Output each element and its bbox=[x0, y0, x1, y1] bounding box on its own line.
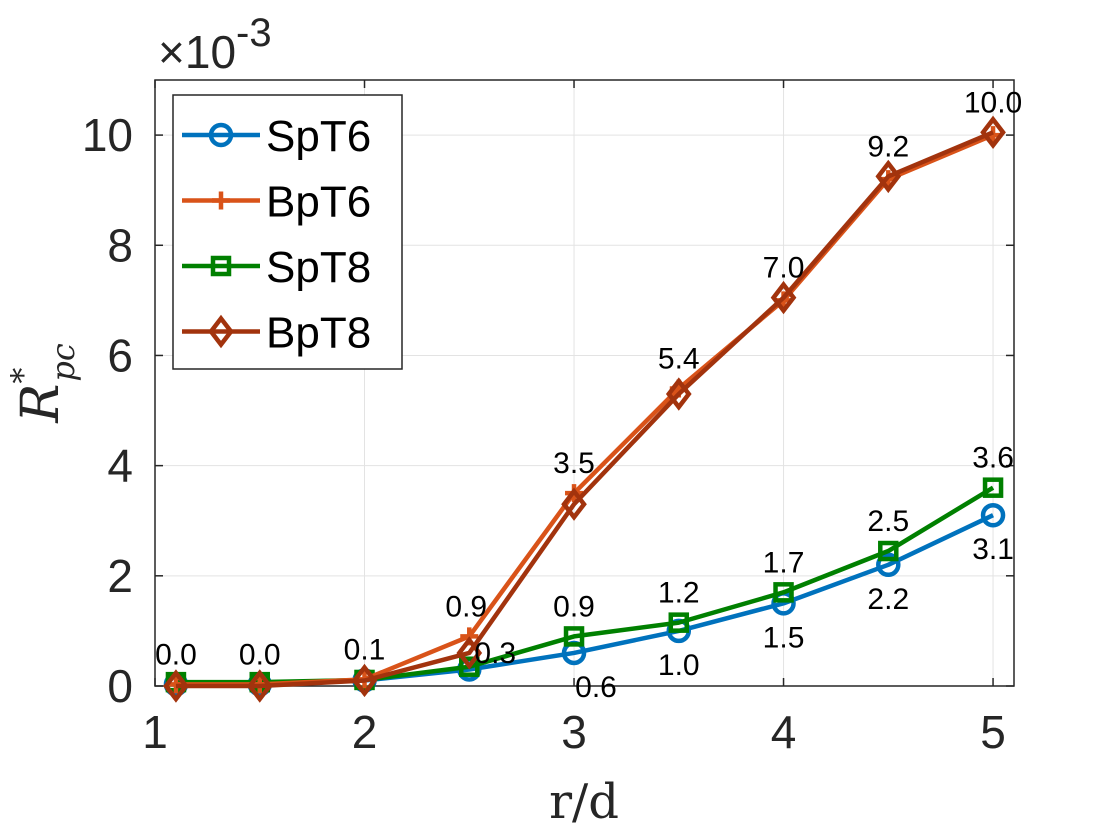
y-multiplier-exponent: -3 bbox=[236, 11, 272, 55]
data-label: 0.1 bbox=[344, 633, 386, 666]
data-label: 1.7 bbox=[763, 546, 805, 579]
legend-item-SpT8: SpT8 bbox=[182, 243, 371, 292]
y-tick-label: 2 bbox=[107, 550, 133, 602]
series-point-SpT6 bbox=[876, 552, 901, 578]
legend-label: BpT6 bbox=[266, 178, 371, 227]
data-label: 3.6 bbox=[972, 442, 1014, 475]
legend-marker bbox=[208, 314, 234, 349]
x-tick-label: 5 bbox=[980, 706, 1006, 758]
series-point-BpT8 bbox=[770, 280, 797, 315]
legend-item-BpT6: BpT6 bbox=[182, 178, 371, 227]
series-point-SpT8 bbox=[773, 582, 794, 603]
series-BpT8 bbox=[163, 115, 1006, 703]
svg-text:R*pc: R*pc bbox=[4, 343, 82, 424]
y-tick-label: 8 bbox=[107, 219, 133, 271]
y-axis-title-main: R bbox=[11, 384, 71, 424]
series-point-BpT8 bbox=[351, 663, 378, 698]
data-label: 0.9 bbox=[445, 590, 487, 623]
series-point-BpT8 bbox=[980, 115, 1006, 150]
data-label: 3.5 bbox=[553, 447, 595, 480]
x-tick-label: 1 bbox=[142, 706, 168, 758]
data-label: 2.5 bbox=[867, 505, 909, 538]
series-point-SpT8 bbox=[459, 656, 480, 677]
x-tick-label: 2 bbox=[352, 706, 378, 758]
data-label: 1.5 bbox=[763, 621, 805, 654]
series-point-SpT8 bbox=[668, 612, 690, 633]
y-tick-label: 10 bbox=[82, 109, 133, 161]
data-label: 2.2 bbox=[867, 583, 909, 616]
data-label: 0.6 bbox=[575, 671, 617, 704]
series-point-BpT8 bbox=[163, 669, 189, 703]
legend: SpT6 BpT6 SpT8 BpT8 bbox=[172, 94, 403, 370]
data-label: 3.1 bbox=[972, 533, 1014, 566]
legend-item-SpT6: SpT6 bbox=[182, 112, 371, 161]
data-label: 9.2 bbox=[867, 130, 909, 163]
data-label: 0.9 bbox=[553, 590, 595, 623]
series-point-BpT8 bbox=[456, 636, 483, 670]
y-tick-label: 0 bbox=[107, 660, 133, 712]
y-axis-title: R*pc bbox=[4, 343, 82, 424]
series-point-BpT8 bbox=[246, 669, 273, 703]
y-axis-title-sub: pc bbox=[44, 343, 82, 381]
data-label: 10.0 bbox=[964, 86, 1022, 119]
y-multiplier-base: ×10 bbox=[158, 26, 236, 78]
series-point-SpT8 bbox=[878, 540, 899, 562]
legend-label: SpT6 bbox=[266, 112, 371, 161]
x-axis-title: r/d bbox=[549, 774, 619, 830]
data-label: 5.4 bbox=[658, 343, 700, 376]
x-tick-label: 3 bbox=[561, 706, 587, 758]
series-point-SpT6 bbox=[980, 502, 1006, 528]
data-label: 0.0 bbox=[239, 638, 281, 671]
y-tick-label: 6 bbox=[107, 329, 133, 381]
series-point-SpT8 bbox=[563, 626, 585, 647]
data-label: 1.2 bbox=[658, 577, 700, 610]
legend-marker bbox=[208, 122, 234, 148]
plot-area-frame bbox=[154, 79, 1015, 687]
series-point-BpT8 bbox=[561, 487, 587, 521]
data-label: 7.0 bbox=[763, 252, 805, 285]
series-line-BpT8 bbox=[175, 130, 994, 689]
y-multiplier: ×10-3 bbox=[158, 11, 272, 78]
data-label: 1.0 bbox=[658, 649, 700, 682]
y-axis-title-sup: * bbox=[4, 368, 42, 384]
legend-label: BpT8 bbox=[266, 309, 371, 358]
data-label: 0.0 bbox=[155, 638, 197, 671]
data-label: 0.3 bbox=[474, 637, 516, 670]
axis-ticks: 1 2 3 4 5 0 2 4 6 8 10 bbox=[82, 80, 1014, 758]
series-point-BpT8 bbox=[875, 159, 902, 194]
data-labels: 0.0 0.0 0.1 0.9 3.5 5.4 7.0 9.2 10.0 0.3 0.9 1.2 1.7… bbox=[155, 86, 1022, 704]
legend-marker bbox=[210, 255, 232, 277]
x-tick-label: 4 bbox=[771, 706, 797, 758]
series-point-BpT8 bbox=[665, 377, 692, 411]
y-tick-label: 4 bbox=[107, 440, 133, 492]
legend-marker bbox=[212, 191, 230, 210]
series-point-SpT8 bbox=[982, 477, 1004, 498]
legend-item-BpT8: BpT8 bbox=[182, 309, 371, 358]
series-layer bbox=[163, 115, 1006, 703]
legend-label: SpT8 bbox=[266, 243, 371, 292]
